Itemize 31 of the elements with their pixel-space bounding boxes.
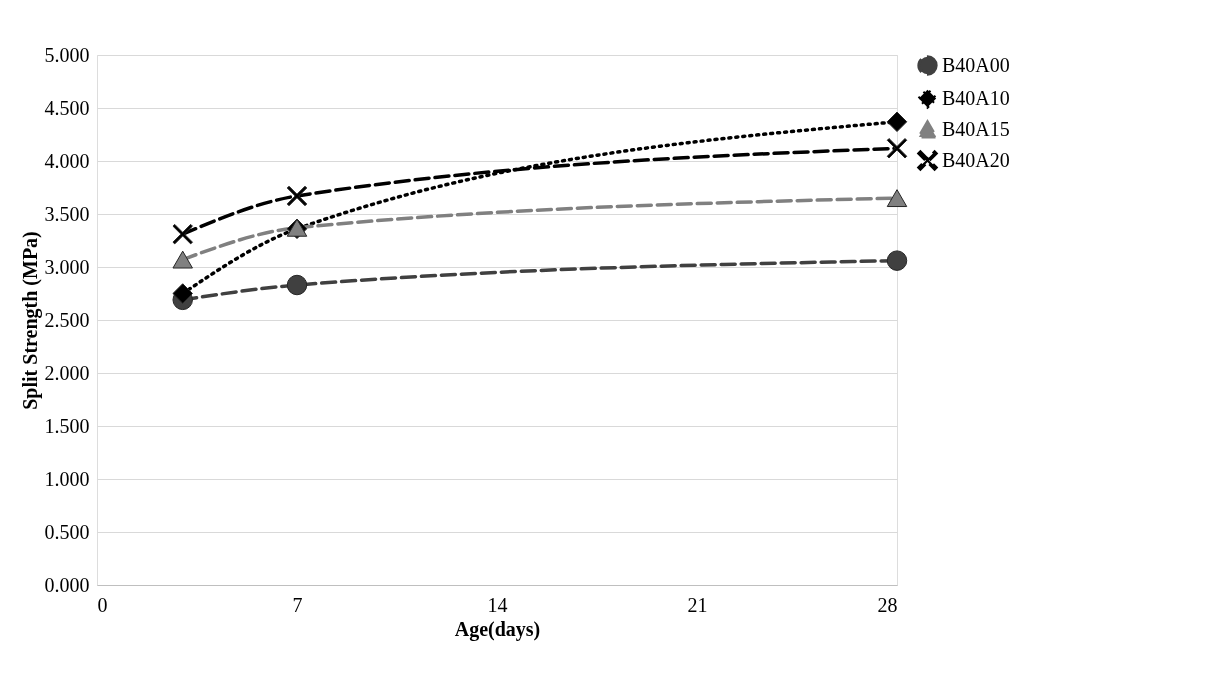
x-tick-label: 28 [877,593,898,616]
x-axis-title: Age(days) [454,617,541,641]
point [886,138,908,159]
x-tick-label: 14 [487,593,508,616]
point [172,283,193,304]
x-tick-label: 7 [292,593,303,616]
legend-label: B40A20 [942,148,1010,171]
x-tick-label: 0 [97,593,108,616]
point [172,223,193,245]
y-tick-label: 2.500 [44,308,90,331]
y-tick-label: 1.500 [44,414,90,437]
legend-label: B40A10 [942,86,1010,109]
x-tick-label: 21 [687,593,708,616]
point [286,274,308,296]
point [886,111,908,133]
y-tick-label: 4.000 [44,149,90,172]
y-tick-label: 0.500 [44,520,90,543]
y-tick-label: 5.000 [44,43,90,66]
point [172,250,193,269]
legend-label: B40A15 [942,117,1010,140]
y-tick-label: 1.000 [44,467,90,490]
y-tick-label: 0.000 [44,573,90,596]
y-tick-label: 2.000 [44,361,90,384]
point [886,250,908,271]
point [286,185,308,207]
y-tick-label: 3.000 [44,255,90,278]
y-axis-title: Split Strength (MPa) [18,231,42,410]
y-tick-label: 4.500 [44,96,90,119]
point [886,189,908,208]
y-tick-label: 3.500 [44,202,90,225]
legend-label: B40A00 [942,53,1010,76]
